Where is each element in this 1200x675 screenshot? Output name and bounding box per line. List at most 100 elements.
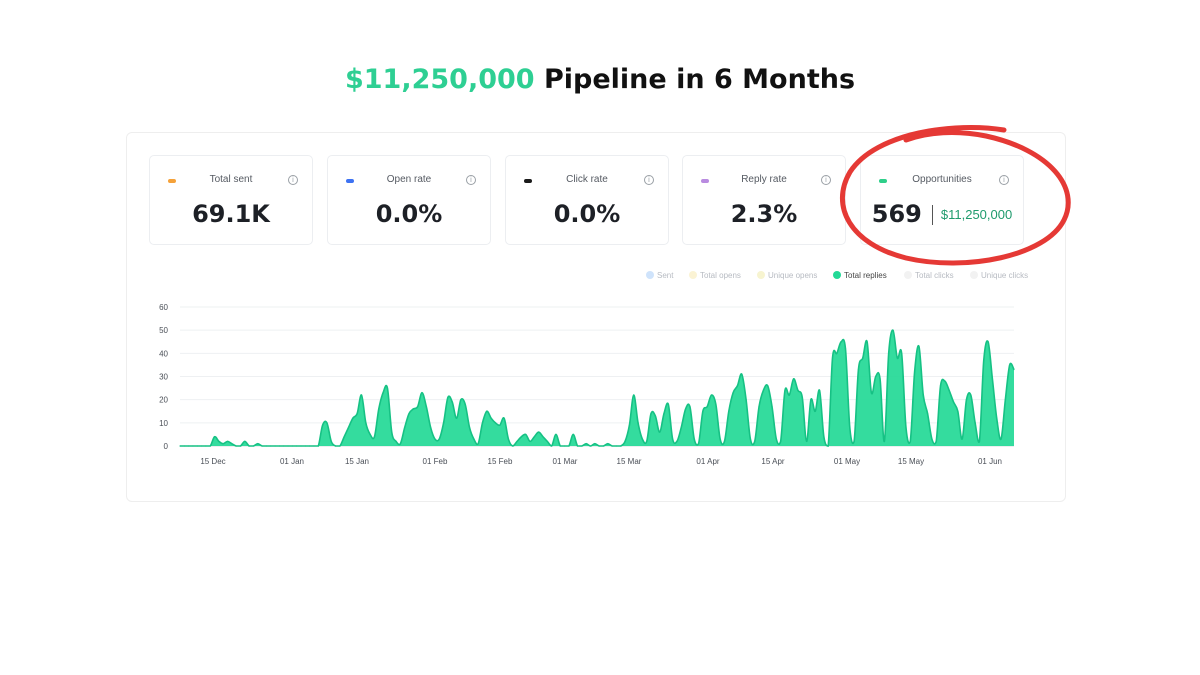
- data-point: [300, 445, 302, 447]
- stat-label: Reply rate: [741, 174, 787, 185]
- data-point: [970, 394, 972, 396]
- page-title: $11,250,000 Pipeline in 6 Months: [0, 64, 1200, 95]
- y-tick-label: 60: [159, 303, 168, 312]
- annotation-red-circle: [839, 124, 1071, 266]
- data-point: [563, 445, 566, 447]
- data-point: [378, 408, 380, 410]
- data-point: [633, 394, 635, 396]
- data-point: [598, 445, 600, 447]
- data-point: [343, 436, 345, 438]
- data-point: [503, 417, 505, 419]
- legend-item-total-opens[interactable]: Total opens: [689, 271, 741, 280]
- data-point: [654, 415, 656, 417]
- data-point: [801, 396, 803, 398]
- stat-label: Opportunities: [912, 174, 972, 185]
- data-point: [650, 412, 652, 415]
- info-icon[interactable]: i: [821, 175, 831, 185]
- data-point: [676, 440, 678, 442]
- data-point: [974, 422, 976, 424]
- data-point: [572, 433, 574, 436]
- data-point: [261, 445, 263, 447]
- data-point: [905, 426, 907, 429]
- info-icon[interactable]: i: [999, 175, 1009, 185]
- legend-label: Total replies: [844, 271, 887, 280]
- legend-label: Total clicks: [915, 271, 954, 280]
- data-point: [922, 394, 924, 396]
- data-point: [732, 392, 734, 394]
- x-tick-label: 01 Mar: [553, 457, 578, 466]
- data-point: [391, 431, 393, 433]
- data-point: [188, 445, 190, 447]
- opportunities-amount: $11,250,000: [940, 207, 1013, 222]
- data-point: [836, 352, 838, 354]
- stat-label: Click rate: [566, 174, 608, 185]
- data-point: [758, 406, 760, 408]
- data-point: [788, 394, 790, 396]
- data-point: [883, 440, 885, 442]
- data-point: [304, 445, 306, 447]
- info-icon[interactable]: i: [466, 175, 476, 185]
- data-point: [987, 341, 989, 343]
- data-point: [421, 392, 423, 394]
- data-point: [507, 438, 510, 440]
- data-point: [762, 389, 764, 391]
- stat-card-open-rate[interactable]: Open rate i 0.0%: [327, 155, 491, 245]
- data-point: [909, 440, 911, 442]
- data-point: [624, 440, 626, 442]
- data-point: [866, 341, 868, 343]
- x-tick-label: 15 Feb: [488, 457, 513, 466]
- data-point: [525, 433, 527, 436]
- legend-item-unique-clicks[interactable]: Unique clicks: [970, 271, 1028, 280]
- stat-card-reply-rate[interactable]: Reply rate i 2.3%: [682, 155, 846, 245]
- data-point: [862, 357, 864, 359]
- data-point: [684, 408, 687, 410]
- data-point: [581, 445, 583, 447]
- legend-item-total-clicks[interactable]: Total clicks: [904, 271, 954, 280]
- data-point: [607, 443, 609, 445]
- data-point: [749, 438, 752, 440]
- x-tick-label: 01 Feb: [423, 457, 448, 466]
- data-point: [460, 399, 462, 401]
- data-point: [1009, 364, 1011, 366]
- data-point: [793, 378, 795, 380]
- data-point: [849, 426, 851, 429]
- opportunities-value: 569 $11,250,000: [861, 200, 1023, 228]
- stat-card-click-rate[interactable]: Click rate i 0.0%: [505, 155, 669, 245]
- info-icon[interactable]: i: [288, 175, 298, 185]
- data-point: [248, 445, 250, 447]
- data-point: [736, 385, 739, 387]
- legend-swatch: [757, 271, 765, 279]
- data-point: [991, 378, 993, 380]
- data-point: [961, 438, 963, 440]
- data-point: [1013, 368, 1015, 371]
- data-point: [283, 445, 285, 447]
- data-point: [494, 422, 497, 424]
- data-point: [926, 412, 929, 415]
- x-tick-label: 01 Jan: [280, 457, 304, 466]
- legend-swatch: [689, 271, 697, 279]
- data-point: [360, 394, 363, 396]
- stat-card-opportunities[interactable]: Opportunities i 569 $11,250,000: [860, 155, 1024, 245]
- headline-amount: $11,250,000: [344, 64, 535, 95]
- value-divider: [931, 205, 933, 225]
- legend-item-total-replies[interactable]: Total replies: [833, 271, 887, 280]
- legend-item-sent[interactable]: Sent: [646, 271, 673, 280]
- data-point: [810, 399, 812, 401]
- data-point: [602, 445, 605, 447]
- data-point: [585, 443, 587, 445]
- data-point: [395, 440, 397, 442]
- data-point: [672, 438, 674, 440]
- stat-card-total-sent[interactable]: Total sent i 69.1K: [149, 155, 313, 245]
- opportunities-dot: [879, 179, 887, 183]
- legend-label: Unique clicks: [981, 271, 1029, 280]
- legend-item-unique-opens[interactable]: Unique opens: [757, 271, 817, 280]
- data-point: [771, 406, 773, 408]
- y-tick-label: 40: [159, 349, 168, 358]
- data-point: [780, 440, 782, 442]
- data-point: [831, 357, 834, 359]
- info-icon[interactable]: i: [644, 175, 654, 185]
- data-point: [719, 438, 721, 440]
- data-point: [481, 422, 484, 424]
- data-point: [875, 375, 877, 378]
